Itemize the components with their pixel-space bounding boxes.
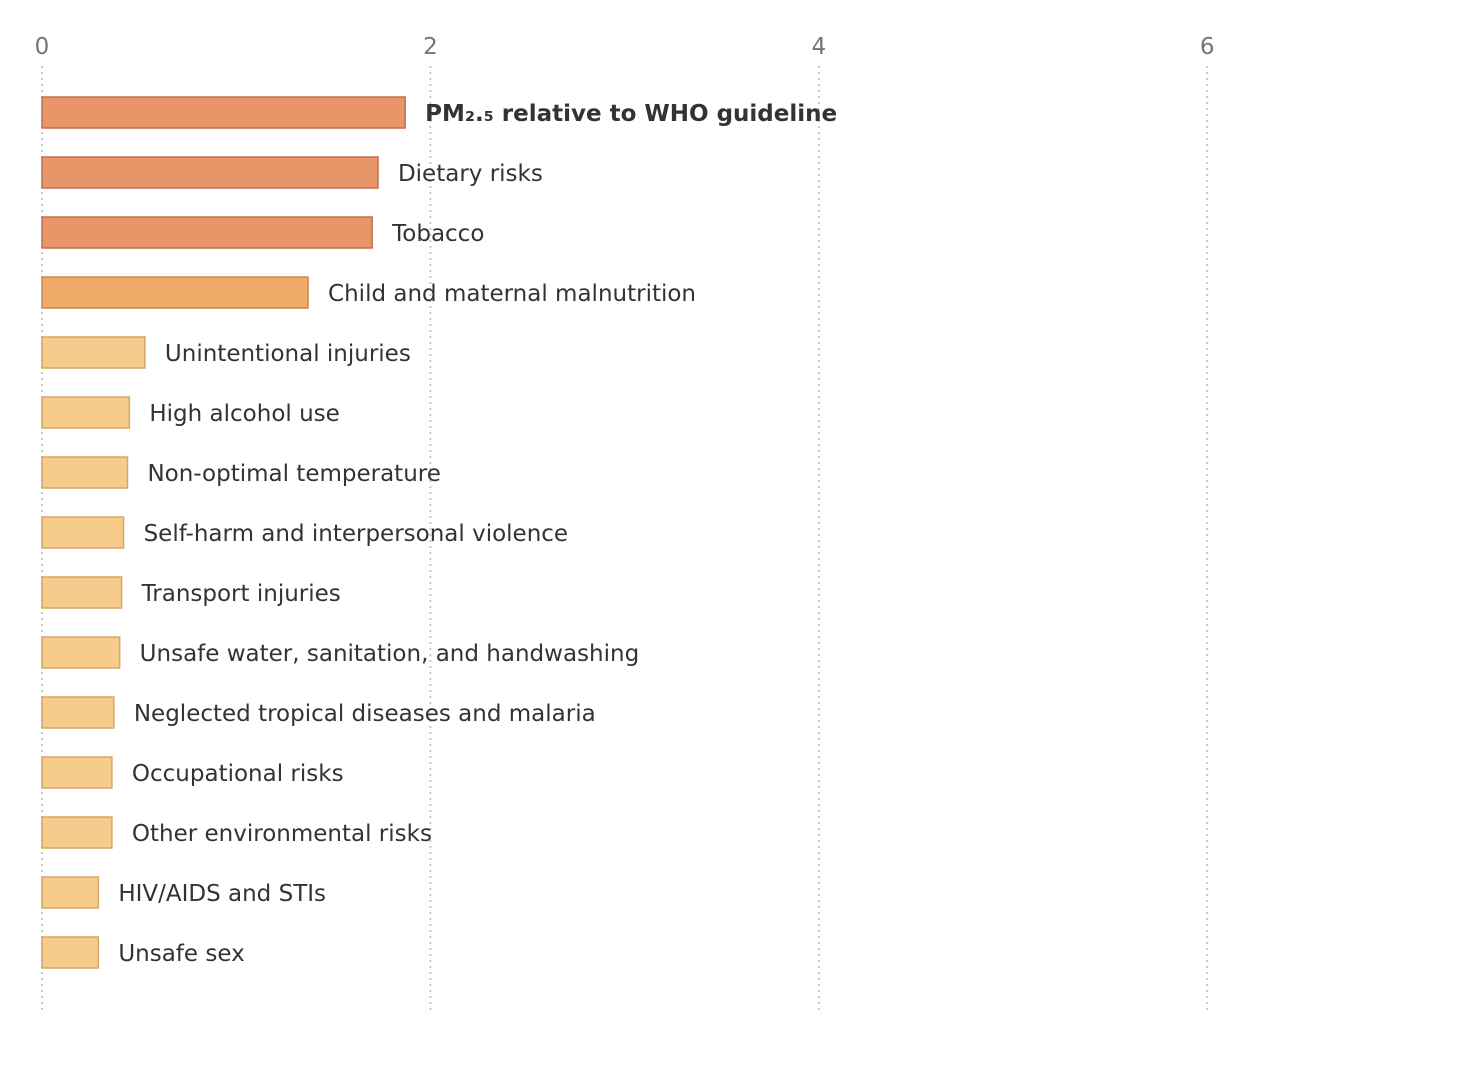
bar xyxy=(41,816,113,849)
x-tick-label: 6 xyxy=(1200,34,1215,60)
bar xyxy=(41,576,123,609)
x-tick-label: 4 xyxy=(811,34,826,60)
bar xyxy=(41,336,146,369)
bar xyxy=(41,696,115,729)
bar xyxy=(41,756,113,789)
bar-label: PM₂.₅ relative to WHO guideline xyxy=(425,101,837,127)
bar-label: Unintentional injuries xyxy=(165,341,411,367)
bar xyxy=(41,396,131,429)
bar xyxy=(41,636,121,669)
bar-label: High alcohol use xyxy=(149,401,339,427)
bar xyxy=(41,96,406,129)
bar-labels: PM₂.₅ relative to WHO guideline Dietary r… xyxy=(118,101,837,967)
bar xyxy=(41,276,309,309)
bar-label: Occupational risks xyxy=(132,761,344,787)
x-tick-label: 0 xyxy=(35,34,50,60)
bar xyxy=(41,876,100,909)
bar xyxy=(41,216,373,249)
x-tick-label: 2 xyxy=(423,34,438,60)
bar-label: Dietary risks xyxy=(398,161,543,187)
bar-label: Unsafe water, sanitation, and handwashin… xyxy=(140,641,640,667)
x-axis-ticks: 0 2 4 6 xyxy=(35,34,1215,60)
bar-label: Tobacco xyxy=(391,221,484,247)
bars xyxy=(41,96,406,969)
bar-label: Other environmental risks xyxy=(132,821,432,847)
bar-label: Transport injuries xyxy=(141,581,341,607)
bar xyxy=(41,456,129,489)
bar-label: Child and maternal malnutrition xyxy=(328,281,696,307)
bar-label: Non-optimal temperature xyxy=(147,461,440,487)
bar xyxy=(41,516,125,549)
bar-label: HIV/AIDS and STIs xyxy=(118,881,326,907)
bar xyxy=(41,936,100,969)
bar-label: Self-harm and interpersonal violence xyxy=(144,521,569,547)
bar-label: Unsafe sex xyxy=(118,941,244,967)
bar-label: Neglected tropical diseases and malaria xyxy=(134,701,596,727)
bar xyxy=(41,156,379,189)
